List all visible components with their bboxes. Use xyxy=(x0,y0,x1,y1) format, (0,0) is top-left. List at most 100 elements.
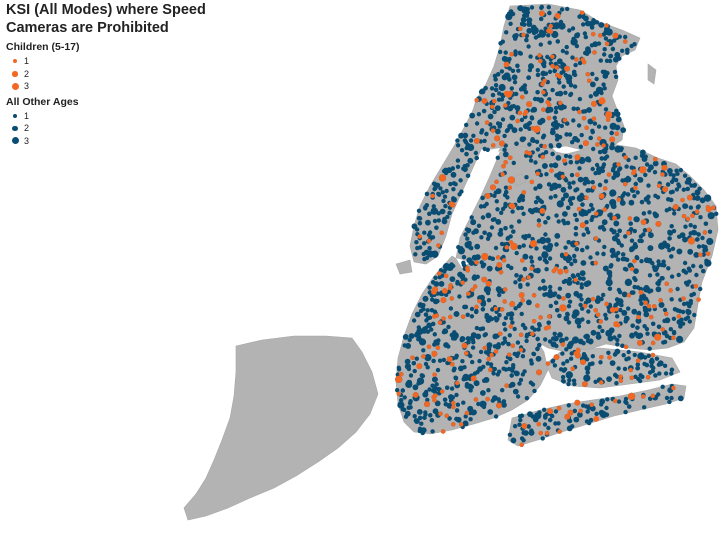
incident-dot-other-age xyxy=(601,292,606,298)
incident-dot-child xyxy=(441,316,446,321)
incident-dot-other-age xyxy=(535,147,541,152)
incident-dot-other-age xyxy=(559,337,565,344)
incident-dot-other-age xyxy=(676,272,681,278)
incident-dot-child xyxy=(524,150,529,155)
incident-dot-other-age xyxy=(555,39,560,44)
incident-dot-child xyxy=(593,236,599,241)
incident-dot-other-age xyxy=(546,33,551,38)
incident-dot-child xyxy=(540,82,545,87)
incident-dot-other-age xyxy=(597,149,603,155)
incident-dot-other-age xyxy=(469,314,475,319)
incident-dot-other-age xyxy=(463,414,468,419)
incident-dot-other-age xyxy=(703,221,709,226)
incident-dot-child xyxy=(421,354,426,359)
incident-dot-child xyxy=(584,125,589,130)
incident-dot-child xyxy=(547,408,553,415)
incident-dot-other-age xyxy=(462,365,467,370)
incident-dot-other-age xyxy=(701,244,706,249)
small-island-3 xyxy=(395,259,413,275)
incident-dot-other-age xyxy=(526,424,531,429)
incident-dot-other-age xyxy=(425,329,431,334)
incident-dot-other-age xyxy=(614,381,619,386)
incident-dot-other-age xyxy=(507,432,513,437)
incident-dot-other-age xyxy=(524,334,529,339)
incident-dot-child xyxy=(584,195,589,200)
incident-dot-other-age xyxy=(568,196,573,201)
incident-dot-child xyxy=(542,78,547,84)
incident-dot-other-age xyxy=(669,254,674,259)
incident-dot-other-age xyxy=(557,313,562,318)
incident-dot-other-age xyxy=(505,13,513,21)
incident-dot-child xyxy=(448,314,453,320)
incident-dot-other-age xyxy=(411,361,416,366)
incident-dot-other-age xyxy=(461,400,466,405)
incident-dot-other-age xyxy=(531,351,537,357)
incident-dot-other-age xyxy=(519,21,525,27)
incident-dot-other-age xyxy=(493,190,498,195)
incident-dot-other-age xyxy=(583,374,591,382)
incident-dot-other-age xyxy=(662,363,668,368)
incident-dot-other-age xyxy=(469,306,475,312)
legend-children-swatch-3 xyxy=(11,82,19,90)
incident-dot-child xyxy=(417,234,422,239)
incident-dot-other-age xyxy=(626,306,631,311)
incident-dot-other-age xyxy=(556,294,561,299)
incident-dot-other-age xyxy=(563,315,570,322)
incident-dot-other-age xyxy=(603,70,609,76)
incident-dot-other-age xyxy=(677,234,682,239)
incident-dot-other-age xyxy=(566,205,571,210)
incident-dot-other-age xyxy=(508,124,514,130)
incident-dot-other-age xyxy=(608,327,615,334)
incident-dot-other-age xyxy=(582,176,589,183)
incident-dot-other-age xyxy=(555,155,562,161)
incident-dot-other-age xyxy=(581,353,588,360)
incident-dot-other-age xyxy=(423,361,429,367)
incident-dot-other-age xyxy=(632,243,639,250)
incident-dot-other-age xyxy=(563,153,569,159)
incident-dot-child xyxy=(649,314,654,320)
incident-dot-other-age xyxy=(599,156,604,161)
incident-dot-child xyxy=(518,347,524,353)
incident-dot-other-age xyxy=(593,90,599,97)
incident-dot-other-age xyxy=(486,388,491,393)
incident-dot-other-age xyxy=(404,358,411,365)
incident-dot-other-age xyxy=(442,269,447,274)
incident-dot-other-age xyxy=(571,118,576,123)
incident-dot-child xyxy=(696,297,701,302)
incident-dot-other-age xyxy=(602,47,607,52)
incident-dot-other-age xyxy=(573,416,580,423)
incident-dot-other-age xyxy=(581,341,586,346)
incident-dot-other-age xyxy=(427,285,432,290)
incident-dot-other-age xyxy=(513,280,518,285)
incident-dot-other-age xyxy=(483,332,488,337)
incident-dot-child xyxy=(484,120,490,125)
incident-dot-other-age xyxy=(492,217,497,222)
incident-dot-child xyxy=(585,72,590,77)
incident-dot-child xyxy=(549,168,554,173)
incident-dot-other-age xyxy=(587,118,594,125)
incident-dot-child xyxy=(618,374,623,379)
incident-dot-other-age xyxy=(552,115,557,121)
incident-dot-child xyxy=(672,204,679,210)
incident-dot-child xyxy=(470,287,475,292)
incident-dot-other-age xyxy=(605,203,610,209)
incident-dot-child xyxy=(489,352,494,358)
incident-dot-other-age xyxy=(506,341,511,347)
incident-dot-other-age xyxy=(563,192,569,199)
incident-dot-other-age xyxy=(484,131,489,137)
incident-dot-other-age xyxy=(674,187,680,192)
incident-dot-other-age xyxy=(570,340,575,345)
incident-dot-child xyxy=(540,154,545,160)
incident-dot-child xyxy=(440,297,447,304)
incident-dot-other-age xyxy=(603,125,608,130)
incident-dot-child xyxy=(643,300,648,305)
incident-dot-other-age xyxy=(585,46,591,53)
legend-others-swatch-3 xyxy=(11,137,19,145)
incident-dot-other-age xyxy=(400,407,406,412)
incident-dot-other-age xyxy=(559,7,565,12)
incident-dot-other-age xyxy=(675,308,680,313)
incident-dot-child xyxy=(711,205,716,210)
incident-dot-other-age xyxy=(688,223,693,228)
incident-dot-other-age xyxy=(677,395,684,402)
incident-dot-child xyxy=(604,41,610,46)
